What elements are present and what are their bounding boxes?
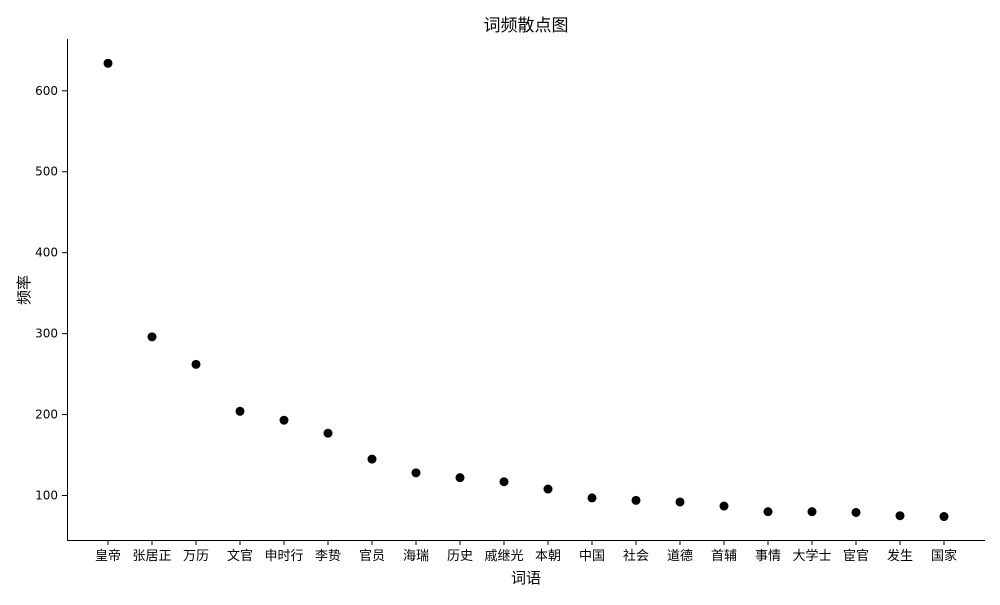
y-tick-label: 300 — [35, 327, 58, 341]
data-point — [235, 406, 245, 416]
data-point — [851, 507, 861, 517]
x-category-label: 中国 — [579, 549, 605, 564]
data-point — [807, 507, 817, 517]
y-tick-label: 200 — [35, 408, 58, 422]
data-point — [323, 428, 333, 438]
data-point — [675, 497, 685, 507]
x-category-label: 首辅 — [711, 549, 737, 564]
x-axis-label: 词语 — [511, 569, 541, 587]
data-point — [103, 58, 113, 68]
data-point — [587, 493, 597, 503]
x-category-label: 大学士 — [792, 548, 831, 564]
x-category-label: 国家 — [931, 548, 957, 564]
x-category-label: 本朝 — [535, 549, 561, 564]
x-category-label: 皇帝 — [95, 548, 121, 564]
data-point — [719, 501, 729, 511]
x-category-label: 发生 — [887, 548, 913, 564]
data-point — [279, 415, 289, 425]
x-category-label: 文官 — [227, 548, 253, 564]
x-category-label: 事情 — [755, 549, 781, 564]
data-point — [763, 507, 773, 517]
data-point — [543, 484, 553, 494]
y-axis-label: 频率 — [15, 275, 33, 305]
x-category-label: 宦官 — [843, 548, 869, 564]
data-point — [455, 473, 465, 483]
x-category-label: 历史 — [447, 549, 473, 564]
data-point — [411, 468, 421, 478]
y-ticks: 100 200 300 400 500 600 — [35, 84, 67, 502]
chart-title: 词频散点图 — [484, 16, 569, 36]
data-point — [631, 495, 641, 505]
data-point — [367, 454, 377, 464]
x-category-labels: 皇帝 张居正 万历 文官 申时行 李贽 官员 海瑞 历史 戚继光 本朝 中国 社会 道德 首辅 事情 大学士 宦官… — [95, 540, 957, 564]
x-category-label: 张居正 — [132, 549, 171, 564]
data-point — [499, 477, 509, 487]
x-category-label: 李贽 — [315, 549, 341, 564]
data-point — [147, 332, 157, 342]
y-tick-label: 400 — [35, 246, 58, 260]
y-tick-label: 100 — [35, 488, 58, 502]
y-tick-label: 600 — [35, 84, 58, 98]
x-category-label: 社会 — [623, 548, 649, 564]
data-point — [895, 511, 905, 521]
x-category-label: 海瑞 — [403, 549, 429, 564]
data-points — [103, 58, 949, 522]
x-category-label: 申时行 — [264, 549, 303, 564]
data-point — [191, 359, 201, 369]
x-category-label: 万历 — [183, 549, 209, 564]
x-category-label: 道德 — [667, 549, 693, 564]
x-category-label: 戚继光 — [484, 549, 523, 564]
data-point — [939, 512, 949, 522]
y-tick-label: 500 — [35, 165, 58, 179]
x-category-label: 官员 — [359, 548, 385, 564]
